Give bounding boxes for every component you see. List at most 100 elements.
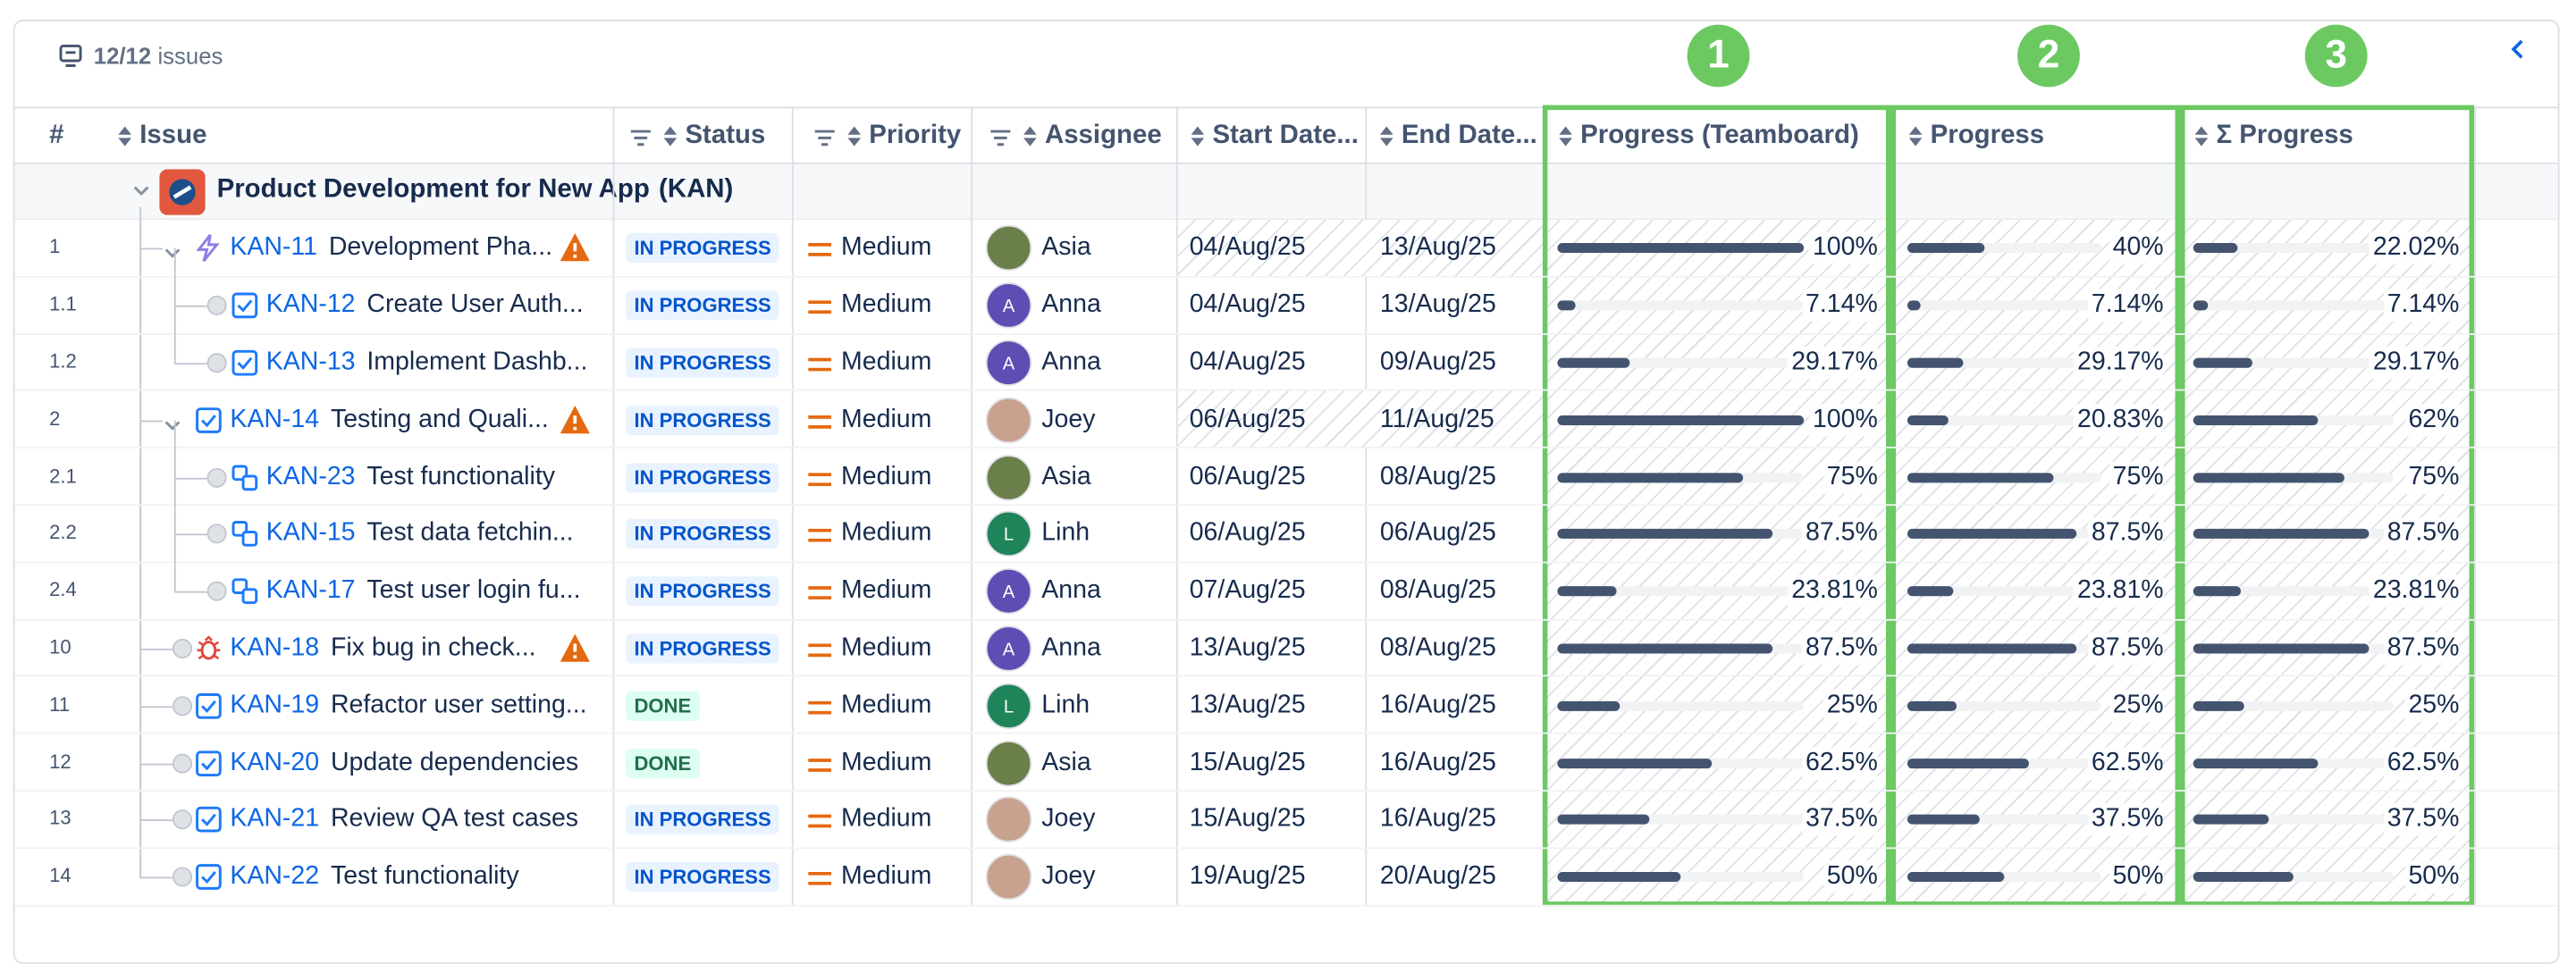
row-number: 2.2 — [49, 521, 77, 545]
issue-summary[interactable]: Review QA test cases — [330, 805, 579, 834]
column-header[interactable]: Start Date... — [1212, 122, 1359, 150]
row-number: 2 — [49, 407, 61, 431]
progress-track — [1557, 300, 1805, 311]
annotation-box — [1890, 105, 2181, 907]
row-border — [14, 390, 2558, 392]
issue-key[interactable]: KAN-21 — [230, 805, 320, 834]
filter-icon[interactable] — [629, 127, 652, 147]
priority-icon-svg — [808, 643, 832, 658]
sort-icon[interactable] — [2193, 125, 2210, 148]
progress-label: 87.5% — [1802, 517, 1878, 551]
progress-bar — [1557, 415, 1805, 425]
filter-icon[interactable] — [813, 127, 837, 147]
column-header[interactable]: End Date... — [1401, 122, 1537, 150]
issue-summary[interactable]: Test functionality — [366, 462, 556, 490]
progress-bar — [2193, 472, 2344, 482]
progress-bar — [2193, 243, 2238, 254]
issue-key[interactable]: KAN-14 — [230, 405, 320, 433]
progress-bar — [1557, 758, 1712, 768]
tree-branch — [173, 591, 207, 593]
avatar: L — [985, 683, 1032, 729]
tree-branch — [139, 819, 173, 822]
issue-key[interactable]: KAN-12 — [265, 290, 356, 319]
tree-node — [206, 353, 227, 373]
column-header[interactable]: Progress — [1930, 122, 2045, 150]
issue-key[interactable]: KAN-22 — [230, 862, 320, 891]
tree-branch — [139, 705, 173, 708]
issue-summary[interactable]: Fix bug in check... — [330, 633, 536, 662]
priority-icon-svg — [808, 415, 832, 429]
sort-icon-svg — [1023, 126, 1037, 147]
header-row — [14, 106, 2558, 164]
issue-key[interactable]: KAN-13 — [265, 348, 356, 376]
annotation-badge: 2 — [2017, 24, 2080, 88]
progress-bar — [1907, 529, 2077, 540]
row-toggle[interactable] — [163, 240, 182, 259]
column-header[interactable]: Issue — [139, 122, 207, 150]
progress-label: 37.5% — [2088, 803, 2164, 837]
group-toggle[interactable] — [131, 182, 151, 198]
end-date: 08/Aug/25 — [1379, 633, 1496, 662]
sort-icon[interactable] — [1557, 125, 1573, 148]
sort-icon[interactable] — [1378, 125, 1394, 148]
progress-label: 29.17% — [2370, 346, 2460, 380]
issue-summary[interactable]: Test user login fu... — [366, 576, 581, 605]
issue-key[interactable]: KAN-20 — [230, 748, 320, 776]
filter-icon[interactable] — [989, 127, 1012, 147]
progress-track — [2193, 300, 2394, 311]
tree-line — [173, 248, 176, 306]
tree-branch — [173, 363, 207, 365]
tree-line — [139, 206, 142, 877]
issue-summary[interactable]: Implement Dashb... — [366, 348, 588, 376]
progress-bar — [1907, 815, 1981, 826]
progress-bar — [2193, 872, 2294, 883]
end-date: 08/Aug/25 — [1379, 576, 1496, 605]
issue-summary[interactable]: Create User Auth... — [366, 290, 584, 319]
sort-icon[interactable] — [1022, 125, 1038, 148]
sort-icon[interactable] — [846, 125, 863, 148]
sort-icon-svg — [663, 126, 678, 147]
column-header[interactable]: Progress (Teamboard) — [1580, 122, 1859, 150]
row-number: 11 — [49, 692, 71, 716]
issue-summary[interactable]: Testing and Quali... — [330, 405, 549, 433]
issue-summary[interactable]: Development Pha... — [328, 233, 553, 262]
priority: Medium — [841, 233, 932, 262]
progress-label: 62% — [2404, 403, 2460, 437]
issue-summary[interactable]: Test functionality — [330, 862, 519, 891]
tree-node — [206, 524, 227, 545]
sort-icon[interactable] — [1907, 125, 1924, 148]
progress-track — [1557, 586, 1805, 597]
tree-branch — [139, 649, 173, 650]
progress-label: 23.81% — [2370, 574, 2460, 608]
progress-bar — [2193, 415, 2318, 425]
progress-bar — [1907, 758, 2029, 768]
progress-label: 87.5% — [1802, 632, 1878, 666]
issue-type-icon — [230, 576, 259, 606]
issue-key[interactable]: KAN-17 — [265, 576, 356, 605]
issue-key[interactable]: KAN-11 — [230, 233, 317, 262]
collapse-panel[interactable] — [2509, 38, 2529, 61]
column-header[interactable]: Σ Progress — [2216, 122, 2353, 150]
issue-key[interactable]: KAN-19 — [230, 691, 320, 719]
issue-summary[interactable]: Refactor user setting... — [330, 691, 587, 719]
progress-label: 22.02% — [2370, 231, 2460, 265]
issue-type-icon-svg — [197, 635, 221, 660]
sort-icon[interactable] — [116, 125, 132, 148]
tree-node — [172, 638, 193, 659]
sort-icon[interactable] — [662, 125, 678, 148]
status-chip: DONE — [626, 691, 700, 721]
priority-icon — [806, 696, 832, 716]
issue-summary[interactable]: Test data fetchin... — [366, 519, 574, 548]
row-toggle[interactable] — [163, 412, 182, 431]
column-header[interactable]: Assignee — [1044, 122, 1162, 150]
issue-key[interactable]: KAN-23 — [265, 462, 356, 490]
priority-icon-svg — [808, 243, 832, 257]
issue-key[interactable]: KAN-15 — [265, 519, 356, 548]
issue-summary[interactable]: Update dependencies — [330, 748, 579, 776]
column-header[interactable]: Priority — [869, 122, 962, 150]
issue-key[interactable]: KAN-18 — [230, 633, 320, 662]
hatched-cell — [1177, 220, 1543, 276]
column-header[interactable]: Status — [685, 122, 766, 150]
sort-icon[interactable] — [1190, 125, 1206, 148]
row-number: 2.1 — [49, 464, 77, 488]
